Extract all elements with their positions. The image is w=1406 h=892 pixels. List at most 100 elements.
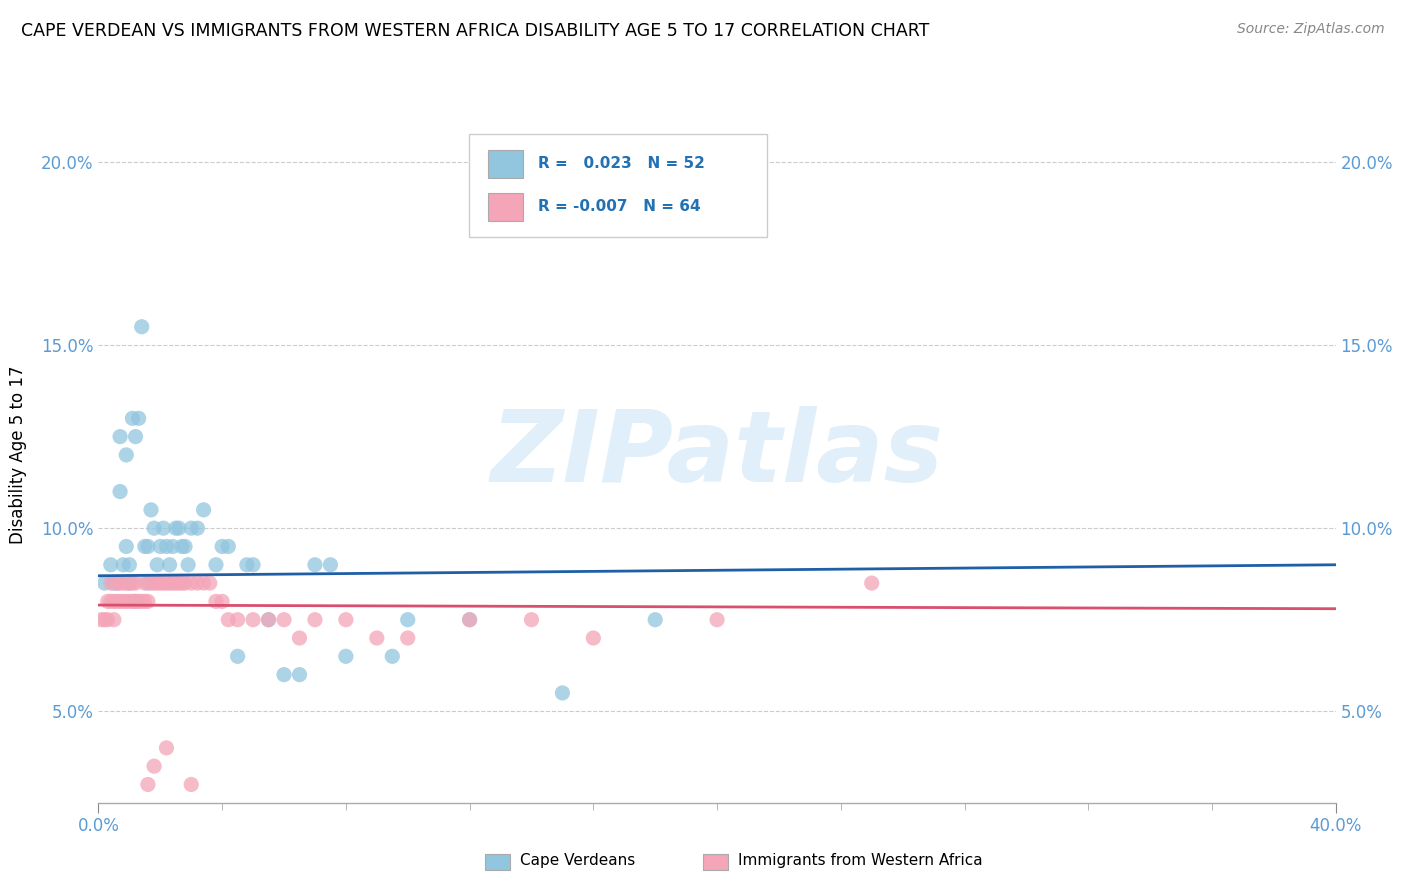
Point xyxy=(186,521,208,535)
Point xyxy=(335,613,357,627)
Point xyxy=(100,594,122,608)
Point xyxy=(139,576,162,591)
Point xyxy=(115,448,138,462)
Point xyxy=(177,558,200,572)
Point xyxy=(174,540,197,554)
Point xyxy=(257,613,280,627)
Point xyxy=(118,576,141,591)
Point xyxy=(162,540,184,554)
Point xyxy=(186,576,208,591)
Y-axis label: Disability Age 5 to 17: Disability Age 5 to 17 xyxy=(10,366,27,544)
Point xyxy=(134,576,156,591)
Point xyxy=(146,558,169,572)
Text: ZIPatlas: ZIPatlas xyxy=(491,407,943,503)
Point xyxy=(97,594,120,608)
Point xyxy=(273,667,295,681)
Point xyxy=(143,521,166,535)
Point xyxy=(288,667,311,681)
Point xyxy=(100,558,122,572)
Point xyxy=(118,558,141,572)
Point xyxy=(131,319,153,334)
Point xyxy=(139,503,162,517)
Point xyxy=(288,631,311,645)
Point xyxy=(152,521,174,535)
Point xyxy=(108,484,131,499)
Point xyxy=(124,594,146,608)
Point xyxy=(644,613,666,627)
Point xyxy=(551,686,574,700)
Point xyxy=(162,576,184,591)
Point xyxy=(128,411,150,425)
Point xyxy=(103,576,125,591)
Point xyxy=(174,576,197,591)
Point xyxy=(143,759,166,773)
Point xyxy=(136,594,159,608)
Point xyxy=(167,521,190,535)
Point xyxy=(335,649,357,664)
Point xyxy=(257,613,280,627)
Text: Immigrants from Western Africa: Immigrants from Western Africa xyxy=(738,854,983,868)
Point xyxy=(143,576,166,591)
Point xyxy=(396,613,419,627)
Point xyxy=(112,576,135,591)
Point xyxy=(170,540,193,554)
Point xyxy=(165,521,187,535)
Point xyxy=(134,594,156,608)
Point xyxy=(193,503,215,517)
Point xyxy=(136,540,159,554)
Text: R = -0.007   N = 64: R = -0.007 N = 64 xyxy=(537,200,700,214)
Point xyxy=(90,613,112,627)
Point xyxy=(93,576,115,591)
Point xyxy=(124,594,146,608)
Point xyxy=(105,594,128,608)
Point xyxy=(217,540,239,554)
Point xyxy=(155,540,177,554)
Point xyxy=(193,576,215,591)
Point xyxy=(159,558,181,572)
Point xyxy=(105,576,128,591)
Point xyxy=(217,613,239,627)
Text: Cape Verdeans: Cape Verdeans xyxy=(520,854,636,868)
Point xyxy=(97,613,120,627)
Point xyxy=(226,613,249,627)
Point xyxy=(242,613,264,627)
Point xyxy=(136,576,159,591)
Point xyxy=(115,594,138,608)
Point xyxy=(146,576,169,591)
Point xyxy=(180,521,202,535)
Point xyxy=(149,576,172,591)
Point xyxy=(396,631,419,645)
Point xyxy=(198,576,221,591)
Point xyxy=(205,594,228,608)
Point xyxy=(170,576,193,591)
Point xyxy=(136,777,159,791)
Point xyxy=(211,594,233,608)
Point xyxy=(159,576,181,591)
Point xyxy=(458,613,481,627)
Point xyxy=(226,649,249,664)
Point xyxy=(165,576,187,591)
Point xyxy=(582,631,605,645)
Point xyxy=(860,576,883,591)
Text: Source: ZipAtlas.com: Source: ZipAtlas.com xyxy=(1237,22,1385,37)
Point xyxy=(180,576,202,591)
Point xyxy=(149,540,172,554)
Point xyxy=(112,594,135,608)
Point xyxy=(128,594,150,608)
Point xyxy=(706,613,728,627)
Point xyxy=(180,777,202,791)
Point xyxy=(242,558,264,572)
Point xyxy=(118,576,141,591)
Point xyxy=(304,558,326,572)
Point xyxy=(121,576,143,591)
Point xyxy=(112,558,135,572)
Point xyxy=(115,540,138,554)
Point xyxy=(93,613,115,627)
Point xyxy=(304,613,326,627)
Point xyxy=(100,576,122,591)
Point xyxy=(115,576,138,591)
Point xyxy=(121,411,143,425)
Point xyxy=(121,594,143,608)
Point xyxy=(105,576,128,591)
Point xyxy=(205,558,228,572)
